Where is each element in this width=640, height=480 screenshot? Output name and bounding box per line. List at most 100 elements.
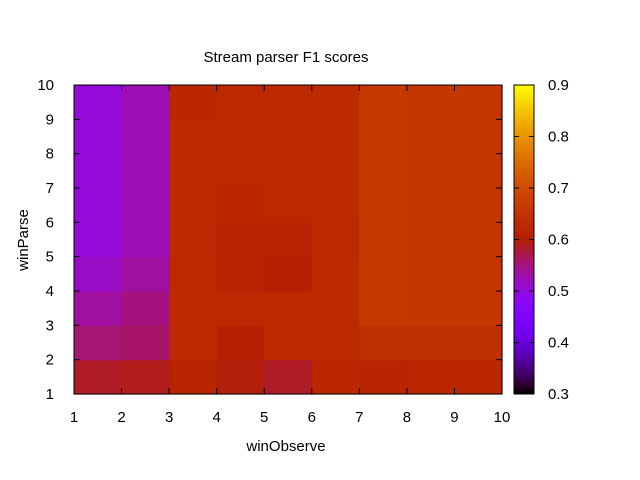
- y-tick-label: 3: [46, 317, 54, 334]
- heatmap-cell: [311, 188, 360, 223]
- heatmap-cell: [311, 119, 360, 155]
- heatmap-cell: [454, 325, 503, 361]
- y-tick-label: 5: [46, 249, 54, 266]
- heatmap-cell: [359, 291, 408, 326]
- heatmap-cell: [169, 119, 218, 155]
- heatmap-cell: [74, 291, 123, 326]
- heatmap-cell: [216, 119, 265, 155]
- heatmap-cell: [454, 222, 503, 258]
- heatmap-cell: [359, 256, 408, 292]
- heatmap-cell: [264, 291, 313, 326]
- heatmap-cell: [264, 119, 313, 155]
- heatmap-cell: [74, 256, 123, 292]
- heatmap-cell: [454, 119, 503, 155]
- x-tick-label: 9: [450, 409, 458, 426]
- heatmap-cell: [311, 325, 360, 361]
- heatmap-cell: [311, 359, 360, 395]
- y-axis: 1 2 3 4 5 6 7 8 9 10: [37, 77, 502, 403]
- y-axis-label: winParse: [15, 209, 32, 272]
- heatmap-cell: [169, 359, 218, 395]
- colorbar-tick-label: 0.4: [548, 335, 569, 352]
- x-axis-label: winObserve: [245, 438, 325, 455]
- heatmap-cell: [121, 153, 170, 189]
- x-tick-label: 4: [212, 409, 220, 426]
- y-tick-label: 7: [46, 180, 54, 197]
- heatmap-cell: [216, 359, 265, 395]
- y-tick-label: 8: [46, 146, 54, 163]
- heatmap-cell: [74, 188, 123, 223]
- heatmap-cell: [169, 85, 218, 120]
- heatmap-cell: [454, 291, 503, 326]
- y-tick-label: 10: [37, 77, 54, 94]
- colorbar-tick-label: 0.8: [548, 129, 569, 146]
- heatmap-cell: [359, 325, 408, 361]
- heatmap-cell: [454, 85, 503, 120]
- heatmap-cell: [74, 119, 123, 155]
- heatmap-cell: [216, 153, 265, 189]
- y-tick-label: 2: [46, 352, 54, 369]
- heatmap-cell: [454, 188, 503, 223]
- chart-title: Stream parser F1 scores: [203, 49, 368, 66]
- heatmap-cell: [121, 85, 170, 120]
- heatmap-cell: [121, 325, 170, 361]
- heatmap-cell: [169, 188, 218, 223]
- x-tick-label: 7: [355, 409, 363, 426]
- colorbar-tick-label: 0.6: [548, 232, 569, 249]
- heatmap-cell: [216, 222, 265, 258]
- heatmap-cell: [216, 325, 265, 361]
- heatmap-cell: [359, 222, 408, 258]
- x-tick-label: 10: [494, 409, 511, 426]
- heatmap-cell: [264, 188, 313, 223]
- heatmap-cell: [454, 153, 503, 189]
- heatmap-cell: [169, 256, 218, 292]
- heatmap-cell: [121, 119, 170, 155]
- colorbar-tick-label: 0.9: [548, 77, 569, 94]
- heatmap-cell: [169, 291, 218, 326]
- heatmap-cell: [216, 291, 265, 326]
- heatmap-cell: [454, 256, 503, 292]
- heatmap-cell: [121, 359, 170, 395]
- heatmap-cell: [121, 256, 170, 292]
- heatmap-cell: [216, 188, 265, 223]
- x-tick-label: 3: [165, 409, 173, 426]
- heatmap-cell: [359, 153, 408, 189]
- y-tick-label: 1: [46, 386, 54, 403]
- heatmap-cell: [216, 85, 265, 120]
- y-tick-label: 4: [46, 283, 54, 300]
- heatmap-cell: [121, 188, 170, 223]
- heatmap-cell: [359, 85, 408, 120]
- heatmap-cell: [74, 359, 123, 395]
- x-tick-label: 2: [117, 409, 125, 426]
- heatmap-cell: [264, 222, 313, 258]
- heatmap-cell: [74, 325, 123, 361]
- heatmap-cell: [359, 359, 408, 395]
- colorbar-tick-label: 0.3: [548, 386, 569, 403]
- heatmap-cell: [406, 291, 456, 326]
- heatmap-cell: [264, 325, 313, 361]
- heatmap-cell: [406, 325, 456, 361]
- colorbar-tick-label: 0.7: [548, 180, 569, 197]
- x-tick-label: 5: [260, 409, 268, 426]
- heatmap-cell: [311, 222, 360, 258]
- heatmap-cells: [74, 85, 503, 395]
- heatmap-cell: [264, 153, 313, 189]
- x-axis: 1 2 3 4 5 6 7 8 9 10: [70, 85, 511, 426]
- heatmap-cell: [406, 153, 456, 189]
- x-tick-label: 6: [308, 409, 316, 426]
- heatmap-cell: [311, 256, 360, 292]
- heatmap-cell: [406, 222, 456, 258]
- heatmap-cell: [406, 188, 456, 223]
- heatmap-cell: [264, 256, 313, 292]
- heatmap-cell: [406, 119, 456, 155]
- heatmap-cell: [359, 119, 408, 155]
- heatmap-cell: [169, 222, 218, 258]
- y-tick-label: 6: [46, 214, 54, 231]
- x-tick-label: 8: [403, 409, 411, 426]
- heatmap-cell: [264, 359, 313, 395]
- heatmap-cell: [74, 222, 123, 258]
- heatmap-cell: [216, 256, 265, 292]
- heatmap-cell: [264, 85, 313, 120]
- colorbar-axis: 0.3 0.4 0.5 0.6 0.7 0.8 0.9: [514, 77, 569, 403]
- heatmap-cell: [74, 153, 123, 189]
